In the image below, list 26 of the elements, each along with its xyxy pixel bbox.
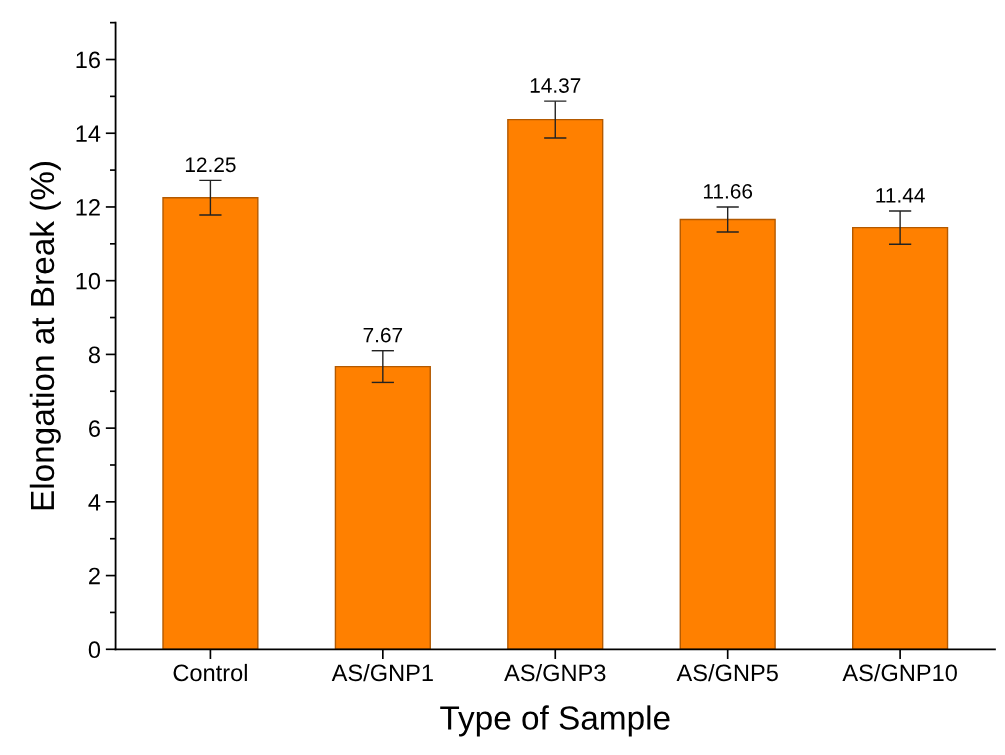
y-tick-label: 12 (76, 199, 100, 216)
x-tick-label: AS/GNP1 (331, 663, 433, 682)
y-tick-label: 2 (89, 567, 100, 585)
y-tick-label: 4 (88, 494, 101, 511)
data-label: 11.66 (703, 183, 753, 199)
bar (679, 218, 776, 650)
data-label: 14.37 (530, 78, 581, 93)
y-tick-label: 6 (89, 420, 100, 437)
y-axis-title: Elongation at Break (%) (29, 162, 61, 510)
x-tick-label: AS/GNP10 (842, 663, 957, 682)
data-label: 7.67 (363, 327, 403, 343)
y-tick-label: 10 (76, 272, 101, 290)
x-tick-label: AS/GNP5 (676, 663, 778, 682)
bar (162, 197, 259, 650)
x-tick-label: AS/GNP3 (504, 663, 606, 682)
y-tick-label: 16 (76, 51, 100, 69)
data-label: 12.25 (185, 157, 236, 173)
bar (334, 365, 431, 650)
data-label: 11.44 (876, 188, 925, 203)
y-tick-label: 14 (76, 125, 101, 142)
bar (507, 118, 604, 650)
y-tick-label: 0 (88, 641, 101, 659)
bar (852, 226, 949, 650)
x-axis-title: Type of Sample (440, 705, 670, 737)
y-tick-label: 8 (88, 346, 100, 364)
x-tick-label: Control (173, 663, 247, 682)
